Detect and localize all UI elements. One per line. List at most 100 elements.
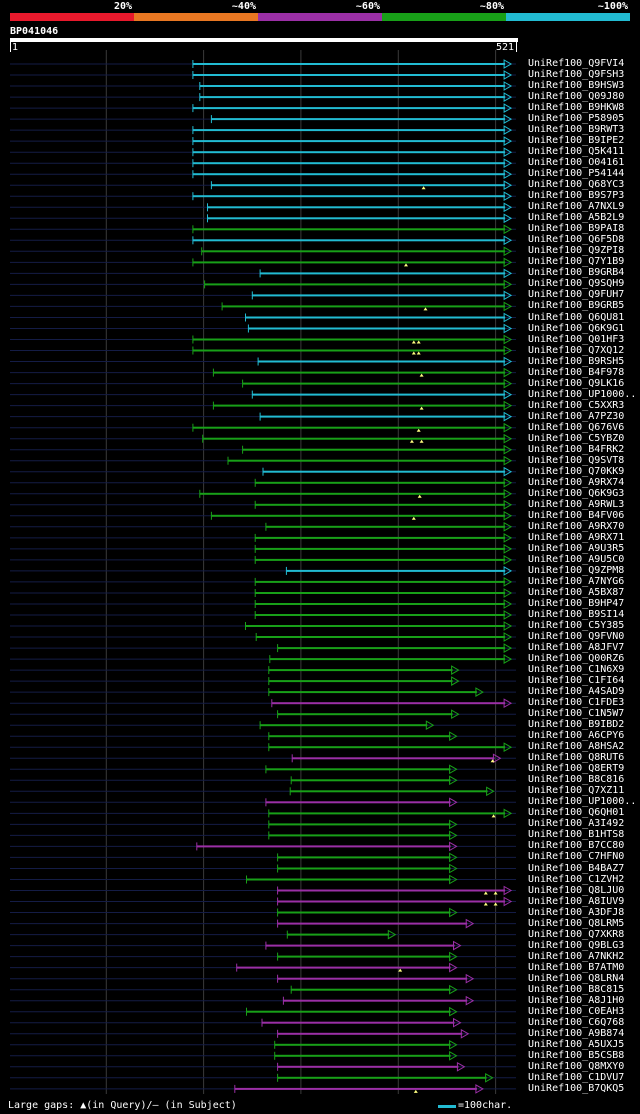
hit-label[interactable]: UniRef100_C0EAH3 — [528, 1005, 625, 1017]
hit-label[interactable]: UniRef100_A3I492 — [528, 818, 625, 830]
hit-label[interactable]: UniRef100_Q01HF3 — [528, 333, 625, 345]
identity-legend: 20% ~40% ~60% ~80% ~100% — [0, 0, 640, 22]
hit-label[interactable]: UniRef100_B9PAI8 — [528, 223, 625, 235]
hit-label[interactable]: UniRef100_Q00RZ6 — [528, 653, 625, 665]
hit-label[interactable]: UniRef100_Q6K9G3 — [528, 487, 625, 499]
hit-label[interactable]: UniRef100_Q8LRN4 — [528, 972, 625, 984]
hit-label[interactable]: UniRef100_C7HFN0 — [528, 851, 625, 863]
hit-label[interactable]: UniRef100_Q8ERT9 — [528, 763, 625, 775]
hit-label[interactable]: UniRef100_A8IUV9 — [528, 895, 625, 907]
hit-label[interactable]: UniRef100_Q9BLG3 — [528, 939, 625, 951]
hit-label[interactable]: UniRef100_Q7XQ12 — [528, 344, 625, 356]
hit-label[interactable]: UniRef100_B9GRB4 — [528, 267, 625, 279]
hit-label[interactable]: UniRef100_B9HSW3 — [528, 80, 625, 91]
hit-label[interactable]: UniRef100_Q9LK16 — [528, 377, 625, 389]
hit-label[interactable]: UniRef100_A9RX74 — [528, 476, 625, 488]
hit-label[interactable]: UniRef100_B9IBD2 — [528, 719, 625, 731]
hit-label[interactable]: UniRef100_C1ZVH2 — [528, 873, 625, 885]
hit-label[interactable]: UniRef100_Q9FVN0 — [528, 631, 625, 642]
hit-row — [10, 158, 516, 169]
hit-label[interactable]: UniRef100_B7ATM0 — [528, 961, 625, 973]
hit-label[interactable]: UniRef100_C5YBZ0 — [528, 432, 625, 444]
hit-label[interactable]: UniRef100_Q8RUT6 — [528, 752, 625, 764]
hit-label[interactable]: UniRef100_A8JFV7 — [528, 642, 625, 654]
hit-label[interactable]: UniRef100_C6Q768 — [528, 1016, 625, 1028]
hit-label[interactable]: UniRef100_B4F978 — [528, 366, 625, 378]
hit-label[interactable]: UniRef100_B7CC80 — [528, 840, 625, 852]
hit-label[interactable]: UniRef100_UP1000.. — [528, 388, 637, 400]
hit-label[interactable]: UniRef100_A7NKH2 — [528, 950, 625, 962]
hit-label[interactable]: UniRef100_B9HKW8 — [528, 102, 625, 114]
hit-label[interactable]: UniRef100_A5UXJ5 — [528, 1038, 625, 1050]
hit-label[interactable]: UniRef100_A9U3R5 — [528, 542, 625, 554]
hit-label[interactable]: UniRef100_Q8LJU0 — [528, 884, 625, 896]
hit-label[interactable]: UniRef100_A6CPY6 — [528, 730, 625, 742]
hit-label[interactable]: UniRef100_Q676V6 — [528, 421, 625, 433]
hit-label[interactable]: UniRef100_Q6QH01 — [528, 807, 625, 819]
hit-label[interactable]: UniRef100_B9S7P3 — [528, 190, 625, 202]
hit-label[interactable]: UniRef100_Q9FVI4 — [528, 58, 625, 69]
legend-label-1: 20% — [113, 1, 132, 12]
hit-label[interactable]: UniRef100_Q8LRM5 — [528, 917, 625, 929]
hit-label[interactable]: UniRef100_C1FDE3 — [528, 697, 625, 709]
hit-label[interactable]: UniRef100_A4SAD9 — [528, 686, 625, 698]
hit-label[interactable]: UniRef100_A7NXL9 — [528, 201, 625, 213]
hit-label[interactable]: UniRef100_B7QKQ5 — [528, 1082, 625, 1094]
hit-label[interactable]: UniRef100_A9U5C0 — [528, 553, 625, 565]
hit-label[interactable]: UniRef100_Q8MXY0 — [528, 1060, 625, 1072]
hit-label[interactable]: UniRef100_B9RSH5 — [528, 355, 625, 367]
hit-label[interactable]: UniRef100_Q5K411 — [528, 146, 625, 158]
hit-end-arrow — [465, 918, 475, 929]
hit-label[interactable]: UniRef100_Q9ZPI8 — [528, 245, 625, 257]
hit-label[interactable]: UniRef100_Q6QU81 — [528, 311, 625, 323]
hit-label[interactable]: UniRef100_B9IPE2 — [528, 135, 625, 147]
hit-label[interactable]: UniRef100_A5B2L9 — [528, 212, 625, 224]
hit-label[interactable]: UniRef100_A9RX70 — [528, 520, 625, 532]
hit-label[interactable]: UniRef100_B9RWT3 — [528, 124, 625, 136]
hit-label[interactable]: UniRef100_Q6F5D8 — [528, 234, 625, 246]
hit-label[interactable]: UniRef100_A7NYG6 — [528, 575, 625, 587]
hit-label[interactable]: UniRef100_Q9FSH3 — [528, 69, 625, 80]
hit-label[interactable]: UniRef100_B4BAZ7 — [528, 862, 625, 874]
hit-label[interactable]: UniRef100_A8HSA2 — [528, 741, 625, 753]
hit-label[interactable]: UniRef100_C5XXR3 — [528, 399, 625, 411]
hit-label[interactable]: UniRef100_A8J1H0 — [528, 994, 625, 1006]
hit-label[interactable]: UniRef100_Q09J80 — [528, 91, 625, 103]
hit-label[interactable]: UniRef100_Q9SVT8 — [528, 454, 625, 466]
hit-label[interactable]: UniRef100_P54144 — [528, 168, 625, 180]
hit-label[interactable]: UniRef100_C1N5W7 — [528, 708, 625, 720]
hit-label[interactable]: UniRef100_Q7Y1B9 — [528, 256, 625, 268]
hit-label[interactable]: UniRef100_O04161 — [528, 157, 625, 169]
hit-label[interactable]: UniRef100_Q9FUH7 — [528, 289, 625, 301]
hit-label[interactable]: UniRef100_A9RX71 — [528, 531, 625, 543]
hit-label[interactable]: UniRef100_P58905 — [528, 113, 625, 125]
hit-label[interactable]: UniRef100_B9SI14 — [528, 609, 625, 620]
hit-label[interactable]: UniRef100_Q68YC3 — [528, 179, 625, 191]
hit-label[interactable]: UniRef100_C1DVU7 — [528, 1071, 625, 1083]
hit-label[interactable]: UniRef100_A3DFJ8 — [528, 906, 625, 918]
hit-end-arrow — [449, 1006, 458, 1017]
hit-label[interactable]: UniRef100_A9RWL3 — [528, 498, 625, 510]
hit-label[interactable]: UniRef100_B9GRB5 — [528, 300, 625, 312]
hit-label[interactable]: UniRef100_UP1000.. — [528, 796, 637, 808]
hit-label[interactable]: UniRef100_A5BX87 — [528, 587, 625, 598]
hit-label[interactable]: UniRef100_B8C815 — [528, 983, 625, 995]
hit-label[interactable]: UniRef100_C1N6X9 — [528, 664, 625, 676]
hit-label[interactable]: UniRef100_Q6K9G1 — [528, 322, 625, 334]
hit-label[interactable]: UniRef100_B8C816 — [528, 774, 625, 786]
hit-label[interactable]: UniRef100_Q9SQH9 — [528, 278, 625, 290]
hit-label[interactable]: UniRef100_B1HTS8 — [528, 829, 625, 841]
hit-label[interactable]: UniRef100_B9HP47 — [528, 598, 625, 609]
hit-label[interactable]: UniRef100_Q7XZ11 — [528, 785, 625, 797]
hit-label[interactable]: UniRef100_B4FV06 — [528, 509, 625, 521]
hit-label[interactable]: UniRef100_C1FI64 — [528, 675, 625, 687]
hit-label[interactable]: UniRef100_A9B874 — [528, 1027, 625, 1039]
hit-label[interactable]: UniRef100_Q9ZPM8 — [528, 564, 625, 576]
hit-start-tick — [246, 875, 247, 884]
hit-label[interactable]: UniRef100_B4FRK2 — [528, 443, 625, 455]
hit-label[interactable]: UniRef100_Q70KK9 — [528, 465, 625, 477]
hit-label[interactable]: UniRef100_Q7XKR8 — [528, 928, 625, 940]
hit-label[interactable]: UniRef100_A7PZ30 — [528, 410, 625, 422]
hit-label[interactable]: UniRef100_C5Y385 — [528, 620, 625, 631]
hit-label[interactable]: UniRef100_B5CSB8 — [528, 1049, 625, 1061]
